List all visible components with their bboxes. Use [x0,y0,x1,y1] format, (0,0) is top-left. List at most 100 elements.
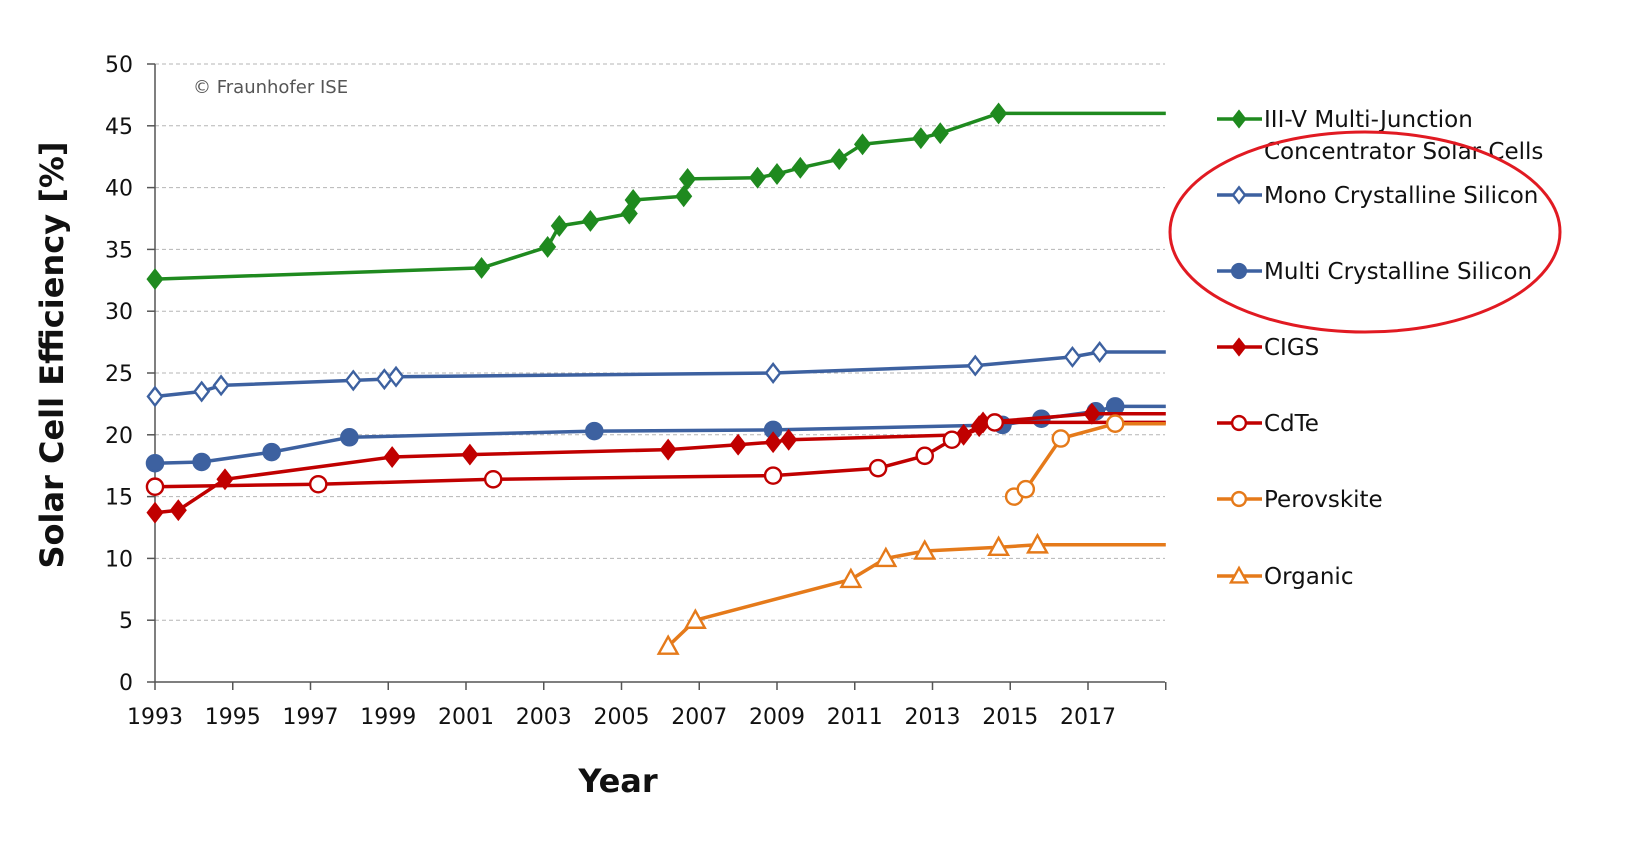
data-point-cdte-7 [985,413,1004,432]
legend-marker-cigs [1231,337,1247,357]
legend-marker-multi-crystalline-silicon [1230,262,1248,280]
y-tick-label-35: 35 [105,238,133,263]
y-tick-labels: 0 5 10 15 20 25 30 35 40 45 50 [105,53,155,696]
legend-item-perovskite: Perovskite [1217,487,1383,513]
series-line-iii-v-multi-junction-concentrator-solar-cells [154,111,1166,281]
x-tick-label-2009: 2009 [749,705,805,730]
x-axis-title: Year [577,762,658,800]
data-point-mono-crystalline-silicon-9 [1091,341,1109,363]
series-mono-crystalline-silicon [146,341,1166,408]
y-tick-label-45: 45 [105,115,133,140]
data-point-multi-crystalline-silicon-3 [340,427,359,447]
legend-item-multi-crystalline-silicon: Multi Crystalline Silicon [1217,259,1532,285]
y-axis-title: Solar Cell Efficiency [%] [33,141,71,568]
data-point-cdte-6 [942,430,962,450]
data-point-cdte-0 [145,477,165,496]
data-point-cdte-2 [483,470,503,489]
data-point-iii-v-multi-junction-concentrator-solar-cells-1 [473,256,491,279]
data-point-iii-v-multi-junction-concentrator-solar-cells-13 [853,133,872,156]
y-tick-label-15: 15 [105,486,133,511]
data-point-iii-v-multi-junction-concentrator-solar-cells-0 [146,268,164,291]
data-point-multi-crystalline-silicon-4 [585,421,604,441]
data-point-organic-5 [987,535,1011,557]
data-point-cdte-4 [868,458,888,478]
data-point-perovskite-1 [1016,479,1036,499]
y-tick-label-20: 20 [105,424,133,449]
series-iii-v-multi-junction-concentrator-solar-cells [146,102,1166,291]
legend-item-mono-crystalline-silicon: Mono Crystalline Silicon [1217,183,1538,209]
grid-lines [155,63,1165,621]
data-point-cdte-1 [308,474,328,494]
legend-item-organic: Organic [1217,564,1353,590]
data-point-cdte-5 [915,446,934,466]
data-point-organic-6 [1025,532,1049,554]
data-point-mono-crystalline-silicon-2 [212,374,230,397]
data-point-mono-crystalline-silicon-6 [764,362,782,384]
data-point-iii-v-multi-junction-concentrator-solar-cells-8 [679,167,697,190]
data-point-cigs-0 [146,501,164,524]
data-point-mono-crystalline-silicon-8 [1063,345,1081,368]
legend-label-multi-crystalline-silicon: Multi Crystalline Silicon [1264,259,1532,285]
data-point-iii-v-multi-junction-concentrator-solar-cells-15 [931,122,949,145]
y-tick-label-50: 50 [105,53,133,78]
data-point-perovskite-3 [1105,414,1125,433]
data-point-iii-v-multi-junction-concentrator-solar-cells-3 [550,214,568,237]
series-line-mono-crystalline-silicon [154,350,1166,399]
highlight-ellipse [1168,130,1562,334]
x-tick-label-2003: 2003 [516,705,572,730]
legend-label-mono-crystalline-silicon: Mono Crystalline Silicon [1264,183,1538,209]
data-point-organic-2 [839,567,863,589]
legend-item-cigs: CIGS [1217,335,1319,361]
legend-label-perovskite: Perovskite [1264,487,1383,513]
data-point-multi-crystalline-silicon-0 [145,453,165,473]
data-point-iii-v-multi-junction-concentrator-solar-cells-7 [675,185,693,208]
data-point-cigs-5 [659,438,677,461]
legend-label-organic: Organic [1264,564,1353,590]
legend-marker-organic [1228,565,1250,584]
data-point-mono-crystalline-silicon-0 [146,385,164,408]
data-point-mono-crystalline-silicon-1 [193,380,211,403]
series-cigs [146,402,1166,524]
legend-item-iii-v-multi-junction-concentrator-solar-cells: III-V Multi-Junction Concentrator Solar C… [1217,107,1543,165]
data-point-organic-3 [874,546,898,568]
series-line-organic [666,543,1166,648]
data-point-mono-crystalline-silicon-5 [387,365,405,388]
legend: III-V Multi-Junction Concentrator Solar C… [1217,107,1543,590]
y-tick-label-10: 10 [105,547,133,572]
data-point-mono-crystalline-silicon-7 [966,354,984,377]
x-tick-label-2011: 2011 [827,705,883,730]
data-point-iii-v-multi-junction-concentrator-solar-cells-2 [539,235,557,258]
series-perovskite [1004,414,1166,506]
y-tick-label-30: 30 [105,300,133,325]
y-tick-label-40: 40 [105,177,133,202]
data-point-iii-v-multi-junction-concentrator-solar-cells-9 [749,166,767,189]
legend-marker-iii-v-multi-junction-concentrator-solar-cells [1231,109,1247,129]
x-tick-label-2013: 2013 [905,705,961,730]
legend-label-cdte: CdTe [1264,411,1319,437]
data-point-perovskite-2 [1051,429,1071,448]
data-point-organic-4 [913,539,937,560]
series-cdte [145,413,1166,496]
legend-marker-mono-crystalline-silicon [1231,185,1247,205]
x-tick-label-1995: 1995 [205,705,261,730]
x-tick-label-1999: 1999 [360,705,416,730]
x-tick-label-2015: 2015 [982,705,1038,730]
data-point-organic-1 [683,608,707,629]
x-tick-label-2007: 2007 [671,705,727,730]
x-tick-label-1993: 1993 [127,705,183,730]
copyright-annotation: © Fraunhofer ISE [193,77,348,98]
x-tick-label-2017: 2017 [1060,705,1116,730]
legend-item-cdte: CdTe [1217,411,1319,437]
data-point-iii-v-multi-junction-concentrator-solar-cells-14 [912,127,930,150]
legend-label-iii-v-multi-junction-concentrator-solar-cells-line-2: Concentrator Solar Cells [1264,139,1543,165]
data-point-cigs-7 [764,431,782,454]
x-tick-labels: 1993 1995 1997 1999 2001 2003 2005 2007 2009 2011… [127,682,1167,730]
data-point-iii-v-multi-junction-concentrator-solar-cells-11 [791,156,809,179]
data-point-cigs-3 [383,446,401,468]
x-tick-label-1997: 1997 [283,705,339,730]
data-point-iii-v-multi-junction-concentrator-solar-cells-16 [990,102,1008,125]
data-point-iii-v-multi-junction-concentrator-solar-cells-4 [581,210,599,232]
data-point-cigs-8 [780,428,798,451]
data-point-iii-v-multi-junction-concentrator-solar-cells-6 [624,189,642,211]
